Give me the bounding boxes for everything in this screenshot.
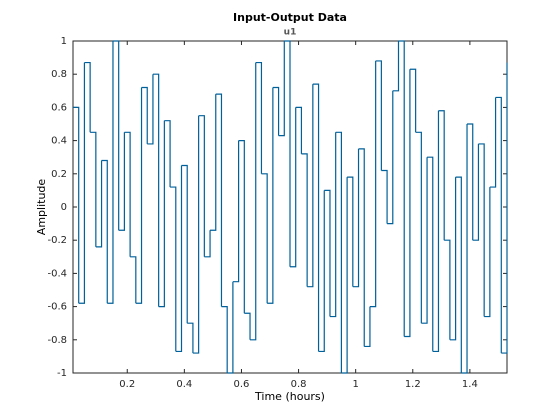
chart-title: Input-Output Data — [233, 11, 347, 24]
step — [324, 189, 331, 317]
step — [215, 93, 223, 307]
y-tick-label: 0.4 — [51, 136, 67, 147]
step — [329, 132, 337, 318]
step — [187, 322, 194, 354]
step — [192, 115, 200, 354]
y-tick-label: 0.8 — [51, 69, 67, 80]
step — [198, 115, 205, 257]
x-tick-label: 0.4 — [176, 379, 192, 390]
step — [347, 176, 354, 287]
step — [90, 131, 97, 247]
step — [101, 159, 108, 304]
step — [467, 123, 474, 241]
step — [409, 68, 417, 133]
x-tick-label: 1.2 — [405, 379, 421, 390]
step — [175, 165, 183, 353]
step — [130, 256, 137, 304]
step — [261, 173, 268, 304]
step — [398, 40, 405, 337]
step — [489, 97, 497, 188]
step — [272, 86, 280, 136]
step — [352, 148, 360, 288]
x-tick-label: 0.8 — [291, 379, 307, 390]
step — [135, 87, 143, 304]
step — [387, 90, 394, 225]
step — [381, 169, 388, 224]
y-tick-label: 0.2 — [51, 169, 67, 180]
step — [392, 41, 400, 92]
x-tick-label: 0.6 — [234, 379, 250, 390]
step — [421, 157, 428, 324]
step — [112, 40, 120, 231]
step — [444, 239, 451, 340]
step — [427, 156, 434, 352]
step — [358, 148, 365, 347]
y-tick-label: -0.6 — [47, 302, 67, 313]
step — [232, 140, 240, 283]
step — [404, 69, 411, 338]
step — [312, 83, 320, 352]
x-tick-label: 1 — [352, 379, 358, 390]
step — [84, 61, 91, 133]
step — [449, 177, 457, 341]
step — [250, 62, 257, 341]
y-axis-label: Amplitude — [35, 179, 48, 236]
step — [210, 94, 217, 231]
y-tick-label: -0.4 — [47, 268, 67, 279]
step — [78, 62, 86, 304]
step — [227, 281, 234, 374]
y-tick-label: -0.2 — [47, 235, 67, 246]
y-tick-label: 0 — [61, 202, 67, 213]
step — [364, 306, 371, 348]
step — [369, 60, 377, 308]
step — [181, 164, 188, 324]
step — [170, 186, 177, 352]
step — [484, 187, 491, 318]
step — [307, 84, 314, 288]
step — [141, 86, 148, 144]
step — [95, 160, 103, 248]
step — [204, 230, 211, 258]
step — [147, 74, 154, 145]
step — [341, 177, 348, 374]
step — [301, 153, 308, 287]
step — [318, 190, 325, 353]
step — [278, 41, 285, 137]
step — [244, 312, 251, 340]
y-tick-label: -0.8 — [47, 335, 67, 346]
step — [267, 87, 274, 304]
step — [221, 306, 228, 373]
step — [238, 140, 245, 314]
step — [284, 40, 291, 267]
step — [73, 106, 80, 304]
step — [255, 61, 263, 174]
x-tick-label: 1.4 — [462, 379, 478, 390]
y-tick-label: 0.6 — [51, 102, 67, 113]
step — [415, 131, 422, 324]
step — [152, 73, 160, 307]
step — [295, 106, 303, 154]
y-tick-label: 1 — [61, 36, 67, 47]
step — [461, 124, 468, 374]
step — [375, 60, 382, 171]
step — [290, 107, 297, 268]
step — [432, 110, 440, 353]
step — [124, 131, 131, 257]
step — [158, 120, 165, 308]
step — [107, 41, 114, 304]
step — [501, 62, 508, 354]
step — [335, 131, 342, 373]
step — [495, 96, 502, 354]
step — [438, 110, 445, 241]
step — [455, 176, 462, 373]
step — [478, 143, 485, 317]
step — [164, 120, 171, 188]
x-axis-label: Time (hours) — [254, 390, 325, 403]
x-tick-label: 0.2 — [119, 379, 135, 390]
step — [118, 132, 125, 231]
y-tick-label: -1 — [57, 368, 67, 379]
chart-subtitle: u1 — [284, 28, 297, 38]
step — [472, 143, 480, 241]
